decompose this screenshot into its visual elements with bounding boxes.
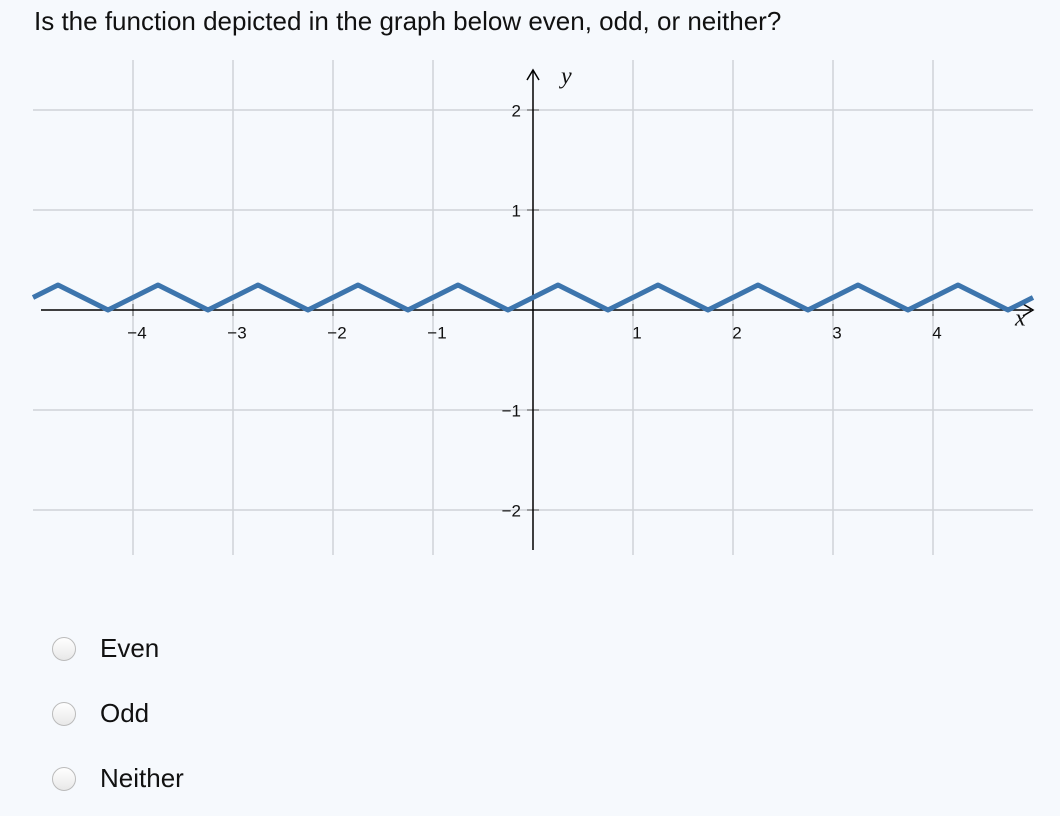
radio-button[interactable]: [52, 766, 76, 791]
x-axis-arrow: [1022, 303, 1035, 317]
radio-option[interactable]: Odd: [52, 698, 149, 729]
y-tick-label: −1: [502, 401, 521, 420]
radio-button[interactable]: [52, 636, 76, 661]
y-tick-label: 2: [512, 101, 521, 120]
option-label: Odd: [100, 698, 150, 728]
x-tick-label: 3: [832, 323, 841, 342]
y-tick-label: −2: [502, 501, 521, 520]
function-line: [31, 282, 1035, 313]
x-tick-label: 1: [632, 323, 641, 342]
x-tick-label: −1: [427, 323, 446, 342]
radio-option[interactable]: Even: [52, 633, 159, 664]
radio-button[interactable]: [52, 701, 76, 726]
x-tick-label: −2: [327, 323, 346, 342]
chart: −4 −3 −2 −1 1 2 3 4 −2 −1 1 2 x y: [31, 60, 1035, 555]
radio-option[interactable]: Neither: [52, 763, 184, 794]
x-tick-label: 4: [932, 323, 941, 342]
option-label: Neither: [100, 763, 184, 793]
y-axis-label: y: [559, 64, 572, 90]
x-tick-label: −3: [227, 323, 246, 342]
y-tick-label: 1: [512, 201, 521, 220]
x-tick-label: 2: [732, 323, 741, 342]
option-label: Even: [100, 633, 160, 663]
y-axis-arrow: [526, 68, 540, 81]
x-tick-label: −4: [127, 323, 146, 342]
question: Is the function depicted in the graph be…: [34, 6, 782, 36]
x-axis-label: x: [1014, 306, 1026, 332]
